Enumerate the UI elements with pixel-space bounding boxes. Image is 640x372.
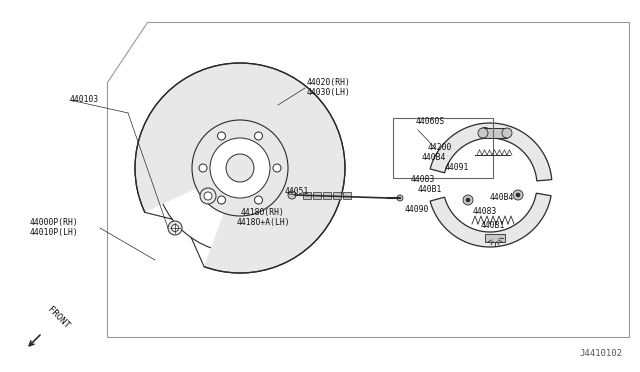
Bar [303, 192, 311, 199]
Text: 440B1: 440B1 [418, 186, 442, 195]
Circle shape [478, 128, 488, 138]
Text: 4418O(RH): 4418O(RH) [241, 208, 285, 217]
Wedge shape [143, 168, 240, 269]
Bar [333, 192, 341, 199]
Circle shape [516, 193, 520, 197]
Text: FRONT: FRONT [46, 305, 72, 330]
Text: 44083: 44083 [411, 174, 435, 183]
Circle shape [218, 196, 225, 204]
Circle shape [483, 131, 488, 135]
Text: 440B4: 440B4 [490, 192, 515, 202]
Circle shape [210, 138, 270, 198]
Bar [313, 192, 321, 199]
Circle shape [200, 188, 216, 204]
Circle shape [135, 63, 345, 273]
Text: 44020(RH): 44020(RH) [307, 77, 351, 87]
Circle shape [255, 132, 262, 140]
Text: 44010P(LH): 44010P(LH) [30, 228, 79, 237]
Polygon shape [430, 193, 551, 247]
Circle shape [479, 128, 490, 138]
Bar [393, 118, 493, 178]
Text: J4410102: J4410102 [579, 349, 622, 358]
Circle shape [204, 192, 212, 200]
Text: 4418O+A(LH): 4418O+A(LH) [237, 218, 291, 227]
Text: 44090: 44090 [405, 205, 429, 215]
Circle shape [273, 164, 281, 172]
Circle shape [513, 190, 523, 200]
Polygon shape [430, 123, 552, 181]
Circle shape [255, 196, 262, 204]
Text: 440B1: 440B1 [481, 221, 506, 230]
Circle shape [199, 164, 207, 172]
Circle shape [192, 120, 288, 216]
Circle shape [226, 154, 254, 182]
Circle shape [168, 221, 182, 235]
Bar [343, 192, 351, 199]
Text: 44000P(RH): 44000P(RH) [30, 218, 79, 227]
Text: 440103: 440103 [70, 96, 99, 105]
Text: 44091: 44091 [445, 164, 469, 173]
Text: 44083: 44083 [473, 208, 497, 217]
Circle shape [218, 132, 225, 140]
Text: 44200: 44200 [428, 142, 452, 151]
Polygon shape [107, 22, 629, 337]
Bar [483, 128, 507, 138]
Text: 44051: 44051 [285, 186, 309, 196]
Circle shape [463, 195, 473, 205]
Circle shape [172, 224, 179, 231]
Bar [323, 192, 331, 199]
Circle shape [466, 198, 470, 202]
Text: 44060S: 44060S [416, 116, 445, 125]
Circle shape [288, 191, 296, 199]
Circle shape [397, 195, 403, 201]
Bar [485, 234, 505, 242]
Text: 440B4: 440B4 [422, 154, 446, 163]
Text: 44030(LH): 44030(LH) [307, 87, 351, 96]
Circle shape [502, 128, 512, 138]
